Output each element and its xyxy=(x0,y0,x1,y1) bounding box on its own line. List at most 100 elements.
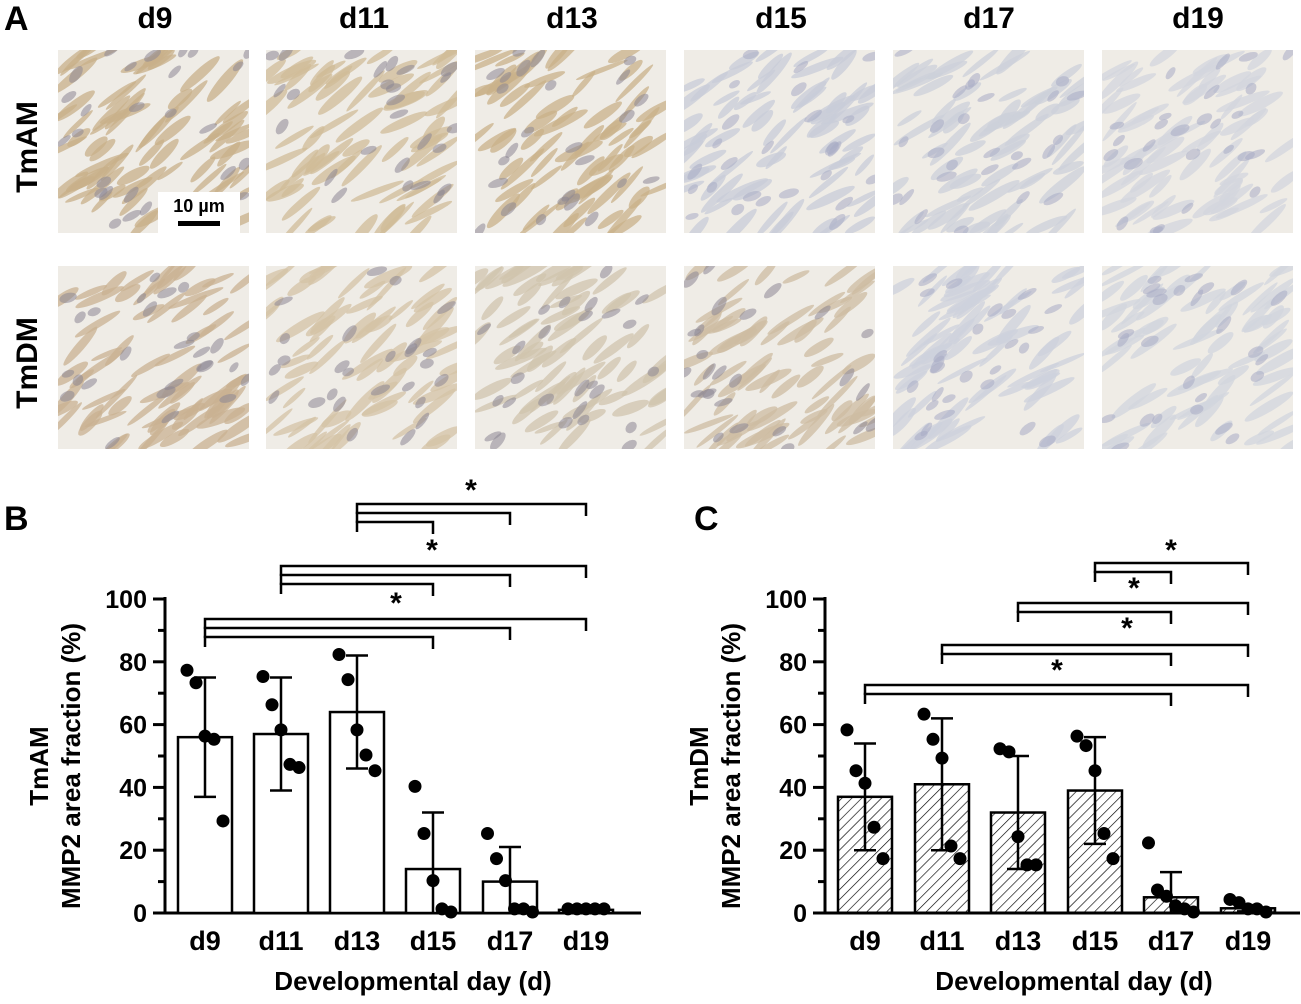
cell-nucleus xyxy=(385,55,399,72)
cell-fiber xyxy=(610,166,644,203)
cell-fiber xyxy=(413,287,452,313)
cell-fiber xyxy=(957,266,980,288)
cell-fiber xyxy=(541,273,574,310)
cell-nucleus xyxy=(386,94,406,106)
cell-fiber xyxy=(127,393,169,426)
cell-nucleus xyxy=(711,296,727,316)
x-tick-label-d17: d17 xyxy=(1148,926,1195,956)
cell-fiber xyxy=(310,424,351,449)
cell-nucleus xyxy=(1255,354,1269,366)
x-tick-label-d11: d11 xyxy=(919,926,964,956)
cell-nucleus xyxy=(862,51,875,62)
cell-nucleus xyxy=(69,66,83,83)
cell-nucleus xyxy=(687,184,698,195)
cell-fiber xyxy=(1111,383,1157,419)
data-point-d19 xyxy=(588,902,602,916)
cell-fiber xyxy=(75,349,125,383)
cell-nucleus xyxy=(933,349,948,363)
cell-nucleus xyxy=(929,119,945,133)
significance-star: * xyxy=(1165,534,1177,567)
cell-fiber xyxy=(168,287,224,309)
cell-fiber xyxy=(782,270,810,284)
cell-fiber xyxy=(304,215,332,233)
y-tick-label: 0 xyxy=(793,900,807,928)
cell-fiber xyxy=(766,211,794,233)
cell-nucleus xyxy=(1225,433,1240,445)
cell-fiber xyxy=(1025,215,1068,233)
data-point-d15 xyxy=(444,905,458,919)
cell-nucleus xyxy=(71,128,84,138)
cell-nucleus xyxy=(1140,335,1159,348)
cell-fiber xyxy=(1241,298,1275,333)
cell-nucleus xyxy=(1245,149,1266,160)
cell-nucleus xyxy=(219,394,237,403)
cell-fiber xyxy=(425,335,457,360)
micrograph-tmdm-d9 xyxy=(58,266,249,449)
cell-fiber xyxy=(638,425,666,449)
significance-bracket xyxy=(940,652,1173,666)
cell-fiber xyxy=(756,152,787,168)
x-tick-label-d11: d11 xyxy=(258,926,303,956)
data-point-d9 xyxy=(207,732,221,746)
cell-fiber xyxy=(796,365,824,388)
cell-fiber xyxy=(535,266,576,283)
cell-fiber xyxy=(555,266,583,281)
cell-nucleus xyxy=(739,308,757,320)
cell-fiber xyxy=(266,266,300,295)
cell-fiber xyxy=(388,300,414,321)
micrograph-tmam-d15 xyxy=(684,50,875,233)
cell-nucleus xyxy=(1190,289,1204,307)
cell-nucleus xyxy=(729,80,740,89)
cell-nucleus xyxy=(742,50,759,60)
cell-nucleus xyxy=(415,396,426,409)
cell-fiber xyxy=(1213,158,1250,198)
cell-nucleus xyxy=(714,398,733,407)
cell-fiber xyxy=(1242,282,1278,316)
cell-nucleus xyxy=(173,339,195,349)
cell-fiber xyxy=(791,56,844,79)
cell-fiber xyxy=(372,203,406,233)
cell-nucleus xyxy=(1043,192,1064,206)
cell-fiber xyxy=(734,320,768,345)
cell-fiber xyxy=(58,402,82,439)
cell-nucleus xyxy=(558,296,571,309)
cell-fiber xyxy=(1196,122,1224,152)
cell-fiber xyxy=(824,393,869,435)
cell-nucleus xyxy=(1142,283,1161,295)
cell-fiber xyxy=(593,333,634,364)
cell-nucleus xyxy=(684,271,699,288)
cell-fiber xyxy=(756,52,792,94)
cell-fiber xyxy=(1243,314,1272,333)
cell-fiber xyxy=(592,267,627,295)
micrograph-tmdm-d13 xyxy=(475,266,666,449)
cell-fiber xyxy=(139,139,165,166)
cell-fiber xyxy=(604,215,642,233)
cell-fiber xyxy=(229,152,249,189)
cell-nucleus xyxy=(149,272,161,283)
cell-nucleus xyxy=(232,61,244,72)
cell-nucleus xyxy=(1102,414,1116,424)
cell-fiber xyxy=(1217,365,1249,385)
cell-nucleus xyxy=(1146,288,1167,298)
cell-nucleus xyxy=(477,323,491,336)
cell-fiber xyxy=(351,306,396,343)
cell-nucleus xyxy=(578,310,593,322)
cell-fiber xyxy=(1236,67,1267,92)
cell-nucleus xyxy=(931,387,944,402)
cell-nucleus xyxy=(1216,316,1232,334)
cell-fiber xyxy=(1270,169,1293,193)
data-point-d9 xyxy=(858,776,872,790)
cell-fiber xyxy=(299,268,326,284)
cell-fiber xyxy=(147,50,175,70)
cell-fiber xyxy=(598,390,628,406)
cell-fiber xyxy=(1020,86,1058,108)
data-point-d11 xyxy=(944,839,958,853)
cell-fiber xyxy=(998,87,1027,102)
cell-fiber xyxy=(1051,266,1081,283)
cell-fiber xyxy=(275,125,314,149)
cell-fiber xyxy=(409,160,457,189)
cell-nucleus xyxy=(936,171,957,182)
cell-fiber xyxy=(583,388,613,410)
cell-nucleus xyxy=(123,186,139,203)
cell-fiber xyxy=(266,59,286,89)
